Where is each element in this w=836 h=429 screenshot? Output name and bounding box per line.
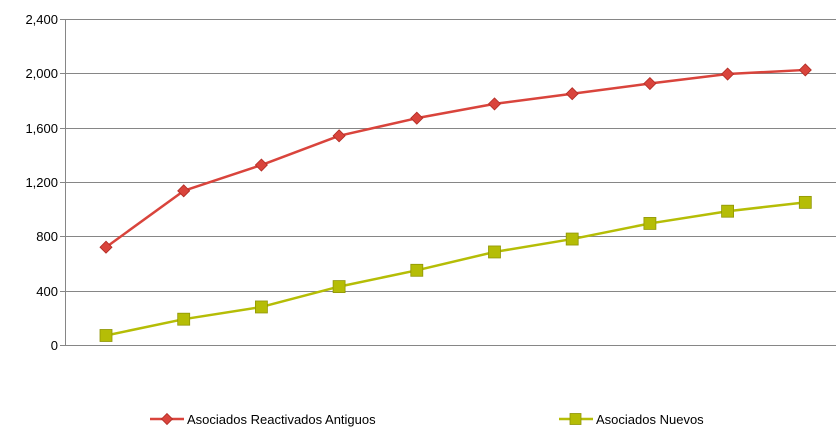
data-point-square [177,312,191,326]
data-point-diamond [177,184,191,198]
legend-item-nuevos: Asociados Nuevos [559,412,704,427]
data-point-diamond [565,87,579,101]
series-group [99,63,812,342]
data-point-square [410,263,424,277]
data-point-diamond [643,76,657,91]
y-tick-label: 0 [51,338,58,353]
data-point-square [99,329,113,342]
y-axis: 0 400 800 1,200 1,600 2,000 2,400 [25,12,66,353]
series-reactivados [99,63,812,254]
data-point-diamond [487,97,502,111]
gridlines [65,19,836,346]
data-point-diamond [332,129,346,143]
data-point-diamond [254,158,268,172]
data-point-square [643,217,657,230]
legend-label-reactivados: Asociados Reactivados Antiguos [187,412,376,427]
y-tick-label: 1,200 [25,175,58,190]
y-tick-label: 400 [36,284,58,299]
y-tick-label: 2,400 [25,12,58,27]
data-point-diamond [798,63,812,77]
data-point-square [565,232,579,246]
series-line [105,201,806,337]
data-point-square [798,195,812,209]
data-point-diamond [721,67,735,81]
data-point-diamond [99,240,113,254]
series-line [105,68,806,249]
legend-item-reactivados: Asociados Reactivados Antiguos [150,412,376,427]
legend-marker-diamond [160,412,174,426]
data-point-square [721,204,734,218]
legend-marker-square [569,413,582,425]
y-tick-label: 2,000 [25,66,58,81]
series-nuevos [99,195,812,342]
legend-label-nuevos: Asociados Nuevos [596,412,704,427]
y-tick-label: 800 [36,229,58,244]
y-tick-label: 1,600 [25,121,58,136]
data-point-square [254,300,268,314]
data-point-square [332,280,346,293]
data-point-diamond [410,111,424,125]
legend: Asociados Reactivados Antiguos Asociados… [150,412,704,427]
data-point-square [488,245,501,259]
